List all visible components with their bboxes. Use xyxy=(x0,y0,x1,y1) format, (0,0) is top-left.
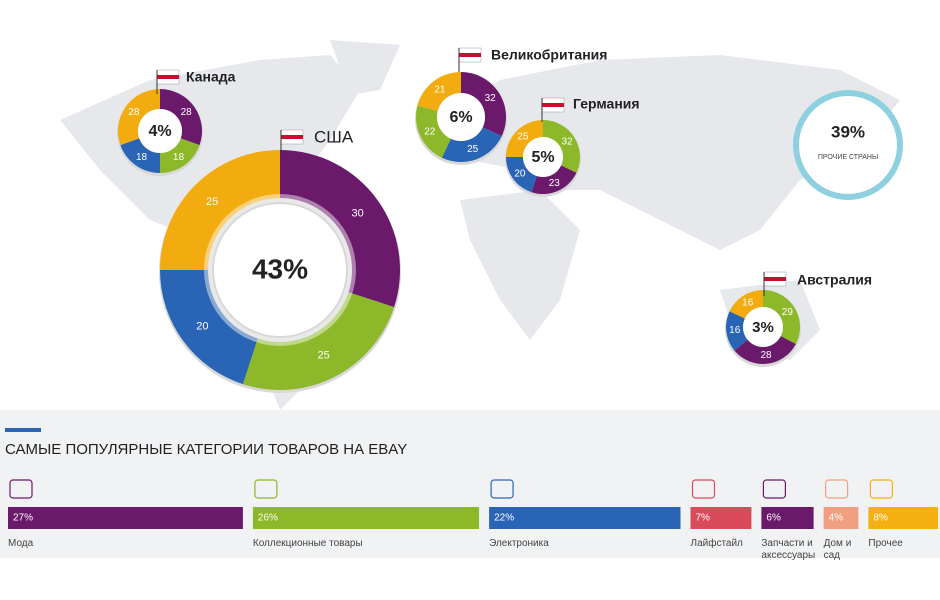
category-icon xyxy=(254,479,278,499)
donut-segment xyxy=(160,138,200,173)
flag-band xyxy=(157,75,179,79)
donut-segment xyxy=(729,290,763,319)
bar xyxy=(489,507,681,529)
bar xyxy=(761,507,814,529)
segment-label: 29 xyxy=(782,307,794,318)
bar-value-label: 7% xyxy=(696,513,711,524)
center-label: 39% xyxy=(831,122,865,141)
donut-segment xyxy=(416,105,451,158)
donut-segment xyxy=(160,270,258,385)
bar-title: САМЫЕ ПОПУЛЯРНЫЕ КАТЕГОРИИ ТОВАРОВ НА EB… xyxy=(5,441,407,458)
category-label: Дом и сад xyxy=(823,538,852,561)
donut-segment xyxy=(734,336,796,365)
segment-label: 22 xyxy=(424,126,436,137)
donut-segment xyxy=(726,311,748,351)
category-label: Мода xyxy=(8,538,34,549)
segment-label: 25 xyxy=(517,131,529,142)
bar-value-label: 6% xyxy=(766,513,781,524)
donut-hole xyxy=(523,137,563,177)
bar-value-label: 26% xyxy=(258,513,278,524)
category-label: Запчасти и аксессуары xyxy=(761,538,816,561)
donut-hole xyxy=(138,109,182,153)
category-icon xyxy=(762,479,787,499)
donut-segment xyxy=(763,290,801,344)
category-label: Коллекционные товары xyxy=(252,538,363,549)
category-icon xyxy=(9,479,33,499)
donut-segment xyxy=(441,127,502,163)
country-name: Германия xyxy=(573,96,640,112)
segment-label: 16 xyxy=(729,325,741,336)
categories-panel xyxy=(0,410,940,558)
donut-segment xyxy=(242,292,395,390)
segment-label: 28 xyxy=(128,107,140,118)
bar xyxy=(252,507,480,529)
country-name: Великобритания xyxy=(491,47,607,63)
flag-band xyxy=(459,53,481,57)
category-icon xyxy=(691,479,716,499)
segment-label: 28 xyxy=(181,107,193,118)
bar-value-label: 22% xyxy=(494,513,514,524)
donut-hole xyxy=(743,307,783,347)
donut-segment xyxy=(543,120,580,173)
segment-label: 25 xyxy=(467,144,479,155)
donut-segment xyxy=(417,72,461,112)
bar-value-label: 27% xyxy=(13,513,33,524)
donut-segment xyxy=(117,89,160,146)
category-icon xyxy=(869,479,894,499)
flag-band xyxy=(764,277,786,281)
bar-value-label: 8% xyxy=(873,513,888,524)
bar-value-label: 4% xyxy=(829,513,844,524)
center-label: 4% xyxy=(148,123,171,140)
donut-segment xyxy=(160,150,280,270)
center-label: 3% xyxy=(752,319,774,336)
segment-label: 18 xyxy=(173,152,185,163)
segment-label: 28 xyxy=(760,350,772,361)
accent-line xyxy=(5,428,41,432)
country-name: Канада xyxy=(186,69,236,85)
donut-segment xyxy=(280,150,400,308)
donut-segment xyxy=(120,138,160,173)
donut-segment xyxy=(531,165,577,194)
donut-segment xyxy=(506,157,537,193)
category-icon xyxy=(824,479,849,499)
segment-label: 18 xyxy=(136,152,148,163)
segment-label: 20 xyxy=(514,168,526,179)
donut-hole xyxy=(437,93,485,141)
center-label: 5% xyxy=(531,149,554,166)
center-label: 6% xyxy=(449,109,472,126)
segment-label: 25 xyxy=(206,196,218,208)
bar xyxy=(690,507,752,529)
segment-label: 25 xyxy=(317,349,329,361)
category-label: Электроника xyxy=(489,538,549,549)
inner-ring xyxy=(204,194,356,346)
segment-label: 23 xyxy=(549,178,561,189)
center-label: 43% xyxy=(252,253,308,284)
donut-segment xyxy=(461,72,506,137)
category-label: Лайфстайл xyxy=(690,538,743,549)
country-name: Австралия xyxy=(797,272,872,288)
category-label: Прочее xyxy=(868,538,903,549)
segment-label: 21 xyxy=(434,84,446,95)
flag-band xyxy=(281,135,303,139)
ring-caption: ПРОЧИЕ СТРАНЫ xyxy=(818,154,878,161)
segment-label: 16 xyxy=(742,298,754,309)
category-icon xyxy=(490,479,514,499)
segment-label: 32 xyxy=(562,136,574,147)
segment-label: 20 xyxy=(196,320,208,332)
bar xyxy=(868,507,938,529)
donut-segment xyxy=(506,120,543,157)
donut-hole xyxy=(214,204,346,336)
donut-segment xyxy=(160,89,202,146)
segment-label: 30 xyxy=(352,207,364,219)
segment-label: 32 xyxy=(485,93,497,104)
flag-band xyxy=(542,103,564,107)
bar xyxy=(8,507,243,529)
country-name: США xyxy=(314,127,354,146)
ring xyxy=(793,90,903,200)
bar xyxy=(823,507,859,529)
